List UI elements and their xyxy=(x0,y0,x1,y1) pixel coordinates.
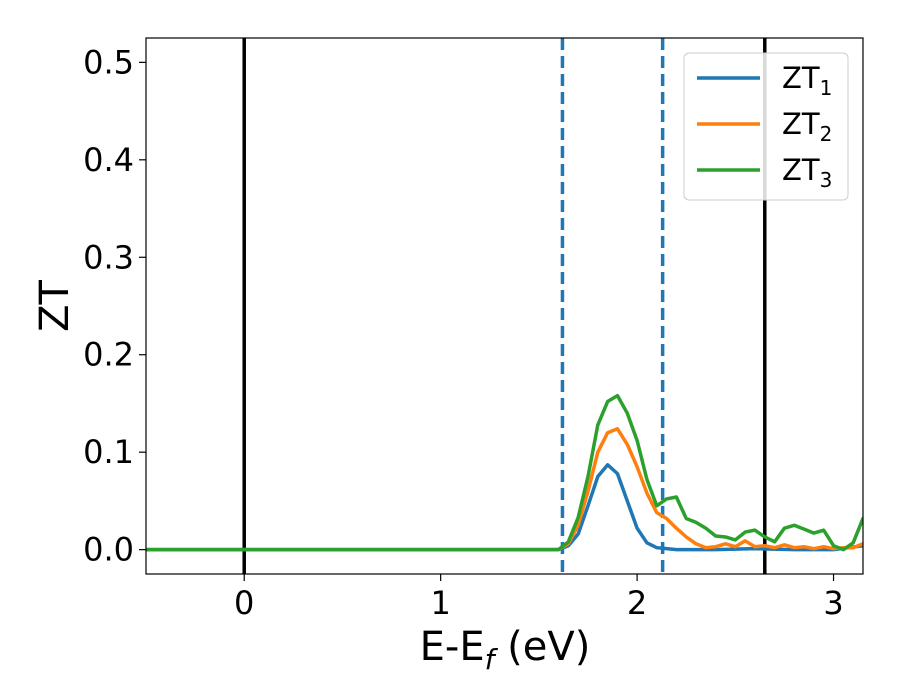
x-axis-title: E-Ef (eV) xyxy=(420,624,591,676)
x-tick-label: 2 xyxy=(627,584,647,622)
x-tick-label: 0 xyxy=(234,584,254,622)
series-lines xyxy=(146,393,863,552)
y-tick-label: 0.5 xyxy=(83,43,134,81)
plot-frame xyxy=(145,37,864,575)
y-tick-label: 0.0 xyxy=(83,531,134,569)
y-tick-label: 0.4 xyxy=(83,141,134,179)
legend: ZT1 ZT2 ZT3 xyxy=(683,52,849,201)
x-axis: 0 1 2 3 xyxy=(234,574,844,622)
legend-label-3: ZT3 xyxy=(782,153,832,192)
legend-label-1: ZT1 xyxy=(782,61,832,100)
y-axis: 0.0 0.1 0.2 0.3 0.4 0.5 xyxy=(83,43,146,569)
y-tick-label: 0.1 xyxy=(83,433,134,471)
y-tick-label: 0.2 xyxy=(83,336,134,374)
legend-label-2: ZT2 xyxy=(782,107,832,146)
y-tick-label: 0.3 xyxy=(83,238,134,276)
legend-box xyxy=(683,52,849,201)
series-line-1 xyxy=(146,463,863,552)
x-tick-label: 3 xyxy=(823,584,843,622)
x-tick-label: 1 xyxy=(430,584,450,622)
series-line-2 xyxy=(146,427,863,552)
series-line-3 xyxy=(146,393,863,552)
y-axis-title: ZT xyxy=(32,280,78,332)
